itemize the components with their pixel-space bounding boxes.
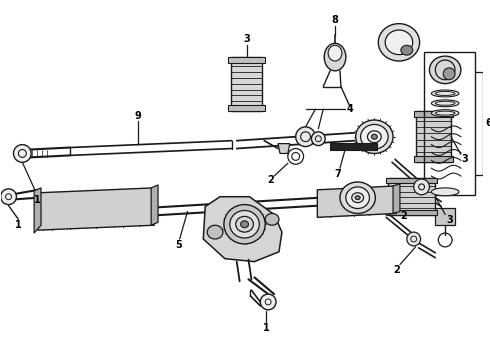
Polygon shape — [203, 197, 282, 262]
Ellipse shape — [431, 110, 459, 117]
Text: 5: 5 — [175, 240, 182, 250]
Ellipse shape — [207, 225, 223, 239]
Circle shape — [0, 189, 17, 204]
Bar — [228, 105, 265, 111]
Text: 2: 2 — [267, 175, 273, 185]
Bar — [386, 178, 437, 183]
Bar — [435, 207, 455, 225]
Ellipse shape — [265, 213, 279, 225]
Ellipse shape — [236, 216, 253, 232]
Text: 3: 3 — [447, 215, 453, 225]
Text: 3: 3 — [462, 154, 468, 165]
Circle shape — [260, 294, 276, 310]
Ellipse shape — [385, 30, 413, 55]
Text: 4: 4 — [346, 104, 353, 114]
Bar — [386, 211, 437, 215]
Ellipse shape — [401, 45, 413, 55]
Bar — [414, 156, 453, 162]
Text: 2: 2 — [393, 265, 400, 275]
Text: 1: 1 — [34, 195, 41, 205]
Polygon shape — [278, 144, 290, 153]
Text: 1: 1 — [263, 324, 270, 333]
Ellipse shape — [378, 24, 419, 61]
Text: 3: 3 — [243, 35, 250, 44]
Bar — [423, 52, 475, 195]
Ellipse shape — [241, 221, 248, 228]
Ellipse shape — [340, 182, 375, 213]
Circle shape — [312, 132, 325, 145]
Ellipse shape — [431, 100, 459, 107]
Ellipse shape — [328, 45, 342, 61]
Polygon shape — [393, 184, 400, 213]
Bar — [330, 143, 377, 150]
Ellipse shape — [346, 187, 369, 208]
Text: 6: 6 — [485, 118, 490, 128]
Circle shape — [407, 232, 420, 246]
Ellipse shape — [431, 188, 459, 196]
Text: 8: 8 — [332, 15, 339, 25]
Ellipse shape — [361, 125, 388, 149]
Ellipse shape — [356, 120, 393, 153]
Polygon shape — [38, 188, 154, 230]
Bar — [414, 111, 453, 117]
Circle shape — [414, 179, 429, 195]
Ellipse shape — [324, 43, 346, 71]
Text: 1: 1 — [15, 220, 22, 230]
Text: 7: 7 — [335, 169, 342, 179]
Ellipse shape — [230, 211, 259, 238]
Circle shape — [14, 145, 31, 162]
Circle shape — [443, 68, 455, 80]
Ellipse shape — [371, 134, 377, 139]
Text: 9: 9 — [135, 111, 142, 121]
Polygon shape — [151, 185, 158, 225]
Polygon shape — [34, 188, 41, 233]
Ellipse shape — [355, 196, 360, 200]
Bar — [388, 178, 435, 215]
Ellipse shape — [431, 90, 459, 97]
Bar — [231, 57, 262, 111]
Ellipse shape — [429, 56, 461, 84]
Bar — [416, 111, 451, 162]
Text: 2: 2 — [400, 211, 407, 221]
Bar — [228, 57, 265, 63]
Ellipse shape — [224, 204, 265, 244]
Circle shape — [295, 127, 316, 147]
Polygon shape — [318, 186, 396, 217]
